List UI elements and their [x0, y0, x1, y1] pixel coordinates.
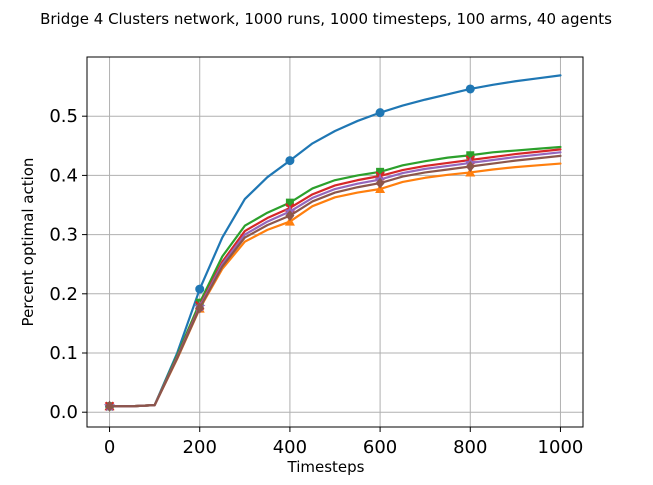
- x-tick-label: 600: [363, 437, 397, 458]
- data-point: [285, 156, 295, 166]
- data-point: [285, 210, 295, 222]
- data-point: [375, 177, 385, 189]
- y-tick-label: 0.1: [49, 343, 78, 364]
- axis-ticks: 0 200 400 600 800 1000 0.0 0.1 0.2 0.3 0.4 0.5: [49, 106, 583, 458]
- data-point: [466, 151, 475, 160]
- series-layer: [103, 74, 562, 412]
- series-line: [108, 74, 562, 408]
- data-point: [376, 167, 385, 176]
- x-tick-label: 400: [273, 437, 307, 458]
- data-point: [465, 84, 475, 94]
- series-1: [105, 74, 562, 411]
- x-tick-label: 800: [453, 437, 487, 458]
- y-tick-label: 0.4: [49, 165, 78, 186]
- x-tick-label: 0: [104, 437, 115, 458]
- y-tick-label: 0.0: [49, 402, 78, 423]
- x-tick-label: 200: [183, 437, 217, 458]
- series-2: [104, 162, 562, 411]
- series-line: [108, 162, 562, 408]
- y-tick-label: 0.2: [49, 284, 78, 305]
- data-point: [375, 108, 385, 118]
- data-point: [195, 284, 205, 294]
- series-line: [108, 151, 562, 408]
- series-6: [105, 154, 562, 412]
- y-tick-label: 0.3: [49, 225, 78, 246]
- plot-frame: [86, 56, 584, 428]
- data-point: [195, 302, 205, 314]
- y-axis-label: Percent optimal action: [19, 158, 37, 327]
- grid-lines: [87, 57, 583, 427]
- series-5: [103, 151, 562, 412]
- data-point: [465, 161, 475, 173]
- series-4: [104, 148, 562, 412]
- x-axis-label: Timesteps: [287, 458, 365, 476]
- data-point: [285, 198, 294, 207]
- series-line: [108, 154, 562, 408]
- y-tick-label: 0.5: [49, 106, 78, 127]
- series-line: [108, 148, 562, 408]
- data-point: [105, 400, 115, 412]
- x-tick-label: 1000: [538, 437, 584, 458]
- chart-title: Bridge 4 Clusters network, 1000 runs, 10…: [40, 10, 612, 28]
